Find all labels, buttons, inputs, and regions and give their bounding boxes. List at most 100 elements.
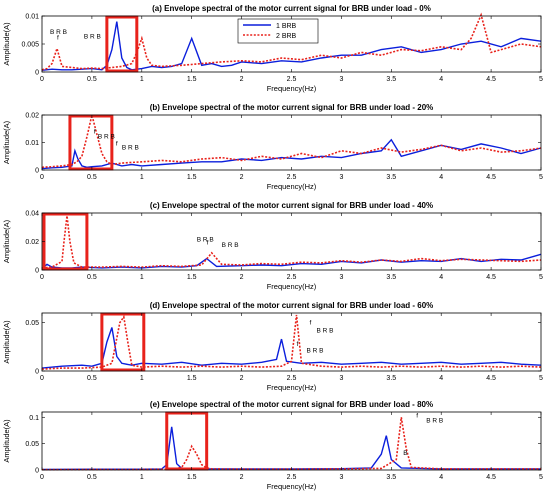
chart-panel-a: (a) Envelope spectral of the motor curre… — [2, 4, 543, 93]
x-tick-label: 4 — [439, 274, 443, 281]
y-tick-label: 0.01 — [25, 140, 39, 147]
x-tick-label: 2 — [240, 174, 244, 181]
annotation-label: B R B — [84, 33, 101, 40]
x-tick-label: 2 — [240, 76, 244, 83]
chart-title: (e) Envelope spectral of the motor curre… — [150, 400, 433, 409]
chart-panel-c: (c) Envelope spectral of the motor curre… — [2, 201, 543, 291]
x-tick-label: 5 — [539, 174, 543, 181]
annotation-label: B R B — [426, 418, 443, 425]
annotation-label: f — [116, 140, 118, 147]
x-tick-label: 4.5 — [486, 76, 496, 83]
x-tick-label: 2.5 — [287, 76, 297, 83]
y-tick-label: 0.05 — [25, 320, 39, 327]
annotation-label: B R B — [222, 242, 239, 249]
y-tick-label: 0 — [35, 70, 39, 77]
chart-title: (d) Envelope spectral of the motor curre… — [150, 301, 434, 310]
x-tick-label: 2 — [240, 375, 244, 382]
x-tick-label: 5 — [539, 274, 543, 281]
x-tick-label: 5 — [539, 375, 543, 382]
chart-panel-d: (d) Envelope spectral of the motor curre… — [2, 301, 543, 392]
highlight-box — [105, 15, 139, 73]
x-tick-label: 2.5 — [287, 274, 297, 281]
annotation-label: B R B — [98, 134, 115, 141]
x-tick-label: 4 — [439, 76, 443, 83]
annotation-label: B R B — [306, 348, 323, 355]
x-tick-label: 1 — [140, 76, 144, 83]
x-tick-label: 1 — [140, 375, 144, 382]
x-tick-label: 2 — [240, 474, 244, 481]
x-tick-label: 1 — [140, 274, 144, 281]
y-tick-label: 0.05 — [25, 441, 39, 448]
x-tick-label: 4 — [439, 474, 443, 481]
axes-frame — [41, 411, 542, 471]
chart-panel-b: (b) Envelope spectral of the motor curre… — [2, 103, 543, 191]
legend-label: 2 BRB — [276, 33, 297, 40]
x-tick-label: 1.5 — [187, 274, 197, 281]
annotation-label: f — [94, 129, 96, 136]
annotation-label: f — [207, 239, 209, 246]
annotation-label: B — [403, 450, 407, 457]
x-tick-label: 3 — [339, 174, 343, 181]
y-axis-label: Amplitude(A) — [2, 419, 11, 463]
highlight-box — [42, 212, 89, 271]
x-tick-label: 0.5 — [87, 274, 97, 281]
annotation-label: f — [416, 412, 418, 419]
y-tick-label: 0.02 — [25, 239, 39, 246]
legend-box — [237, 18, 319, 44]
x-tick-label: 4.5 — [486, 375, 496, 382]
chart-title: (c) Envelope spectral of the motor curre… — [150, 201, 433, 210]
x-tick-label: 2.5 — [287, 174, 297, 181]
x-tick-label: 3.5 — [386, 174, 396, 181]
chart-title: (b) Envelope spectral of the motor curre… — [150, 103, 434, 112]
x-axis-label: Frequency(Hz) — [267, 482, 317, 491]
x-tick-label: 3 — [339, 474, 343, 481]
series-line-1-brb — [41, 426, 541, 471]
annotation-label: B R B — [197, 237, 214, 244]
series-line-1-brb — [41, 327, 542, 369]
x-tick-label: 0 — [40, 274, 44, 281]
y-axis-label: Amplitude(A) — [2, 120, 11, 164]
x-tick-label: 4 — [439, 174, 443, 181]
x-tick-label: 1.5 — [187, 474, 197, 481]
x-tick-label: 3.5 — [386, 274, 396, 281]
x-tick-label: 3 — [339, 274, 343, 281]
y-tick-label: 0.01 — [25, 14, 39, 21]
x-tick-label: 0.5 — [87, 474, 97, 481]
x-tick-label: 0.5 — [87, 375, 97, 382]
annotation-label: B R B — [316, 327, 333, 334]
x-tick-label: 1 — [140, 474, 144, 481]
annotation-label: f — [309, 320, 311, 327]
x-tick-label: 3.5 — [386, 375, 396, 382]
legend-label: 1 BRB — [276, 23, 297, 30]
y-tick-label: 0 — [35, 168, 39, 175]
highlight-box — [165, 411, 209, 471]
x-tick-label: 0 — [40, 76, 44, 83]
y-axis-label: Amplitude(A) — [2, 320, 11, 364]
x-tick-label: 0.5 — [87, 76, 97, 83]
y-tick-label: 0.1 — [29, 415, 39, 422]
x-tick-label: 0 — [40, 375, 44, 382]
x-tick-label: 1.5 — [187, 375, 197, 382]
x-tick-label: 4.5 — [486, 274, 496, 281]
y-axis-label: Amplitude(A) — [2, 219, 11, 263]
x-tick-label: 3 — [339, 375, 343, 382]
x-tick-label: 2 — [240, 274, 244, 281]
series-line-2-brb — [41, 314, 542, 370]
y-tick-label: 0.02 — [25, 113, 39, 120]
x-tick-label: 1.5 — [187, 76, 197, 83]
x-tick-label: 0.5 — [87, 174, 97, 181]
x-tick-label: 2.5 — [287, 474, 297, 481]
x-tick-label: 3.5 — [386, 474, 396, 481]
series-line-2-brb — [41, 215, 542, 269]
x-tick-label: 5 — [539, 76, 543, 83]
x-axis-label: Frequency(Hz) — [267, 182, 317, 191]
annotation-label: f — [57, 35, 59, 42]
annotation-label: B R B — [50, 29, 67, 36]
chart-panel-e: (e) Envelope spectral of the motor curre… — [2, 400, 543, 491]
x-tick-label: 5 — [539, 474, 543, 481]
y-axis-label: Amplitude(A) — [2, 22, 11, 66]
series-line-2-brb — [41, 417, 541, 471]
highlight-box — [100, 312, 146, 372]
x-tick-label: 3.5 — [386, 76, 396, 83]
legend: 1 BRB 2 BRB — [237, 18, 319, 44]
